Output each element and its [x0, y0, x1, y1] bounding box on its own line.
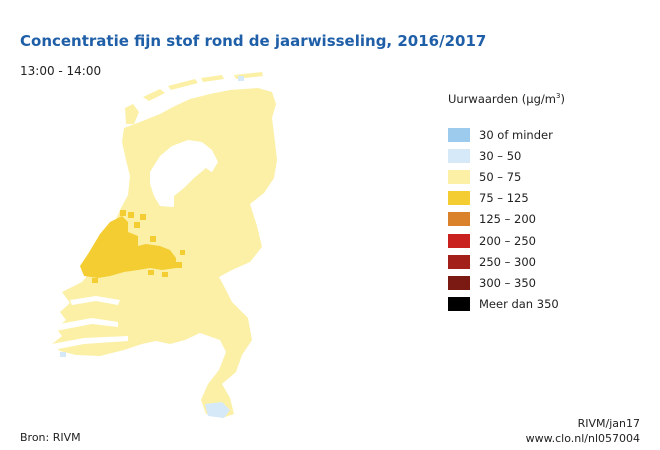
legend-swatch	[448, 127, 470, 142]
credit-block: RIVM/jan17 www.clo.nl/nl057004	[526, 416, 640, 446]
flevoland	[174, 168, 214, 214]
legend-item: 30 of minder	[448, 124, 648, 145]
legend-swatch	[448, 212, 470, 227]
legend-item: 300 – 350	[448, 272, 648, 293]
legend-label: 300 – 350	[479, 275, 536, 290]
legend-swatch	[448, 254, 470, 269]
legend-label: 125 – 200	[479, 212, 536, 227]
legend-items: 30 of minder 30 – 50 50 – 75 75 – 125 125 – …	[448, 124, 648, 315]
ijsselmeer	[150, 140, 218, 207]
legend-title-sup: 3	[555, 92, 561, 101]
delta-water-3	[70, 296, 120, 305]
legend-label: 200 – 250	[479, 233, 536, 248]
delta-water-2	[46, 336, 128, 351]
legend-item: 250 – 300	[448, 251, 648, 272]
legend-label: 250 – 300	[479, 254, 536, 269]
legend-item: 125 – 200	[448, 209, 648, 230]
legend-label: 30 of minder	[479, 127, 553, 142]
legend-label: Meer dan 350	[479, 297, 559, 312]
legend-swatch	[448, 275, 470, 290]
low-value-patch-limburg	[205, 402, 230, 418]
wadden-island-ameland	[201, 75, 224, 82]
legend-title: Uurwaarden (µg/m3)	[448, 92, 648, 106]
legend-title-text: Uurwaarden (µg/m	[448, 92, 556, 106]
legend-item: Meer dan 350	[448, 294, 648, 315]
delta-water-1	[48, 318, 118, 332]
source-label: Bron: RIVM	[20, 431, 81, 444]
legend-item: 50 – 75	[448, 166, 648, 187]
legend-label: 50 – 75	[479, 169, 522, 184]
legend-swatch	[448, 148, 470, 163]
afsluitdijk	[140, 124, 180, 142]
legend-label: 75 – 125	[479, 191, 529, 206]
legend-title-close: )	[560, 92, 565, 106]
legend-swatch	[448, 233, 470, 248]
low-value-patch-west	[60, 352, 66, 357]
legend-swatch	[448, 169, 470, 184]
wadden-island-vlieland	[143, 89, 165, 101]
credit-line: RIVM/jan17	[577, 417, 640, 430]
legend-swatch	[448, 297, 470, 312]
legend-label: 30 – 50	[479, 148, 522, 163]
legend-item: 75 – 125	[448, 188, 648, 209]
credit-url: www.clo.nl/nl057004	[525, 432, 640, 445]
legend-swatch	[448, 191, 470, 206]
chart-title: Concentratie fijn stof rond de jaarwisse…	[20, 32, 487, 50]
legend-item: 30 – 50	[448, 145, 648, 166]
legend-item: 200 – 250	[448, 230, 648, 251]
hotspot-zuid-holland	[80, 210, 185, 283]
legend: Uurwaarden (µg/m3) 30 of minder 30 – 50 50…	[448, 92, 648, 315]
low-value-patch-north	[238, 76, 244, 81]
wadden-island-terschelling	[168, 79, 198, 90]
wadden-island-texel	[125, 104, 139, 124]
time-period: 13:00 - 14:00	[20, 64, 102, 78]
